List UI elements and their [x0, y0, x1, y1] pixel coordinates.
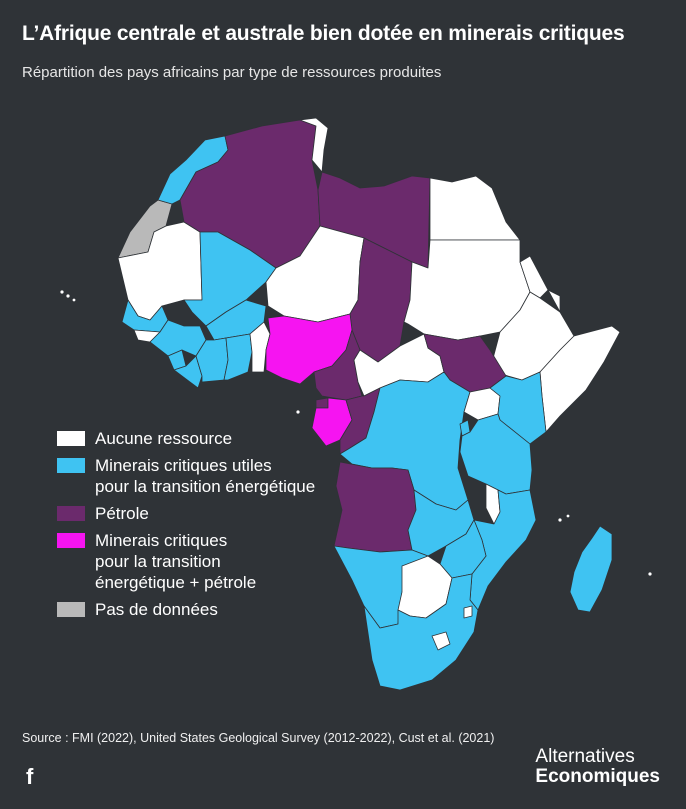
- legend-swatch-critical_oil: [57, 533, 85, 548]
- mauritius-dot: [648, 572, 652, 576]
- country-benin: [249, 321, 271, 373]
- brand-line2: Economiques: [535, 766, 660, 787]
- country-ghana: [223, 333, 253, 381]
- legend-item-critical: Minerais critiques utiles pour la transi…: [57, 455, 315, 497]
- country-eswatini: [463, 605, 473, 619]
- country-eq-guinea: [315, 397, 329, 409]
- legend-swatch-none: [57, 431, 85, 446]
- legend-swatch-no_data: [57, 602, 85, 617]
- country-djibouti: [547, 289, 561, 313]
- legend: Aucune ressource Minerais critiques utile…: [57, 428, 315, 626]
- facebook-icon[interactable]: f: [26, 764, 34, 789]
- legend-label: Pétrole: [95, 504, 149, 523]
- cape-verde-dot: [60, 290, 64, 294]
- legend-swatch-oil: [57, 506, 85, 521]
- legend-item-critical_oil: Minerais critiques pour la transition én…: [57, 530, 315, 593]
- country-tunisia: [299, 117, 329, 173]
- legend-swatch-critical: [57, 458, 85, 473]
- legend-item-none: Aucune ressource: [57, 428, 315, 449]
- map-title: L’Afrique centrale et australe bien doté…: [22, 22, 625, 45]
- legend-item-oil: Pétrole: [57, 503, 315, 524]
- country-somalia: [539, 325, 621, 433]
- country-madagascar: [569, 525, 613, 613]
- sao-tome-dot: [296, 410, 300, 414]
- comoros-dot: [566, 514, 570, 518]
- country-lesotho: [431, 631, 451, 651]
- cape-verde-dot: [66, 294, 70, 298]
- country-south-africa: [363, 573, 479, 691]
- country-angola: [333, 461, 417, 553]
- legend-label: Minerais critiques utiles pour la transi…: [95, 456, 316, 496]
- source-note: Source : FMI (2022), United States Geolo…: [22, 731, 495, 745]
- cape-verde-dot: [72, 298, 76, 302]
- brand-line1: Alternatives: [535, 746, 635, 767]
- comoros-dot: [558, 518, 562, 522]
- legend-label: Minerais critiques pour la transition én…: [95, 531, 257, 592]
- country-kenya: [489, 371, 547, 445]
- country-egypt: [429, 175, 521, 241]
- legend-item-no_data: Pas de données: [57, 599, 315, 620]
- legend-label: Aucune ressource: [95, 429, 233, 448]
- country-eritrea: [519, 255, 549, 299]
- map-subtitle: Répartition des pays africains par type …: [22, 64, 442, 81]
- legend-label: Pas de données: [95, 600, 218, 619]
- brand-logo: Alternatives Economiques: [535, 747, 660, 787]
